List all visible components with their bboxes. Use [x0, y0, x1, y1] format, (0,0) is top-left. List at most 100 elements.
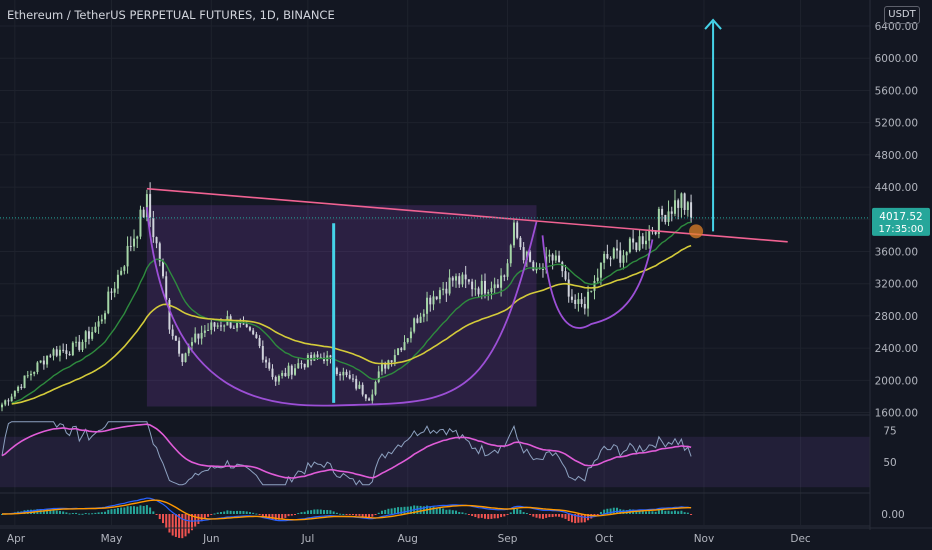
- macd-histogram-bar: [158, 514, 161, 520]
- macd-histogram-bar: [451, 510, 454, 514]
- macd-histogram-bar: [358, 514, 361, 516]
- macd-histogram-bar: [268, 514, 271, 519]
- rsi-signal-line: [1, 423, 692, 479]
- macd-histogram-bar: [174, 514, 177, 537]
- macd-histogram-bar: [104, 511, 107, 514]
- handle-curve: [541, 235, 654, 329]
- macd-histogram-bar: [71, 512, 74, 514]
- candle-body: [339, 374, 342, 376]
- candle-body: [306, 355, 309, 368]
- candle-body: [648, 230, 651, 241]
- macd-histogram-bar: [65, 512, 68, 514]
- candle-body: [23, 375, 26, 389]
- candle-body: [664, 214, 667, 222]
- macd-histogram-bar: [136, 506, 139, 514]
- candle-body: [619, 250, 622, 263]
- macd-histogram-bar: [393, 507, 396, 514]
- macd-histogram-bar: [564, 514, 567, 519]
- macd-histogram-bar: [535, 514, 538, 518]
- candle-body: [265, 359, 268, 363]
- macd-histogram-bar: [599, 511, 602, 514]
- candle-body: [500, 275, 503, 288]
- candle-body: [255, 334, 258, 339]
- macd-histogram-bar: [635, 510, 638, 514]
- macd-histogram-bar: [380, 510, 383, 514]
- candle-body: [577, 299, 580, 305]
- macd-histogram-bar: [403, 506, 406, 514]
- macd-histogram-bar: [310, 510, 313, 514]
- candle-body: [603, 253, 606, 263]
- macd-histogram-bar: [596, 514, 599, 515]
- macd-histogram-bar: [567, 514, 570, 522]
- macd-histogram-bar: [348, 514, 351, 515]
- macd-histogram-bar: [197, 514, 200, 524]
- candle-body: [248, 327, 251, 331]
- candle-body: [168, 299, 171, 330]
- grid-lines: [0, 0, 932, 527]
- macd-histogram-bar: [464, 513, 467, 515]
- macd-histogram-bar: [84, 513, 87, 515]
- candle-body: [4, 400, 7, 405]
- candle-body: [84, 331, 87, 342]
- candle-body: [458, 276, 461, 285]
- candle-body: [445, 288, 448, 294]
- macd-histogram-bar: [686, 512, 689, 514]
- candle-body: [661, 208, 664, 215]
- macd-histogram-bar: [236, 510, 239, 514]
- macd-histogram-bar: [342, 513, 345, 515]
- macd-histogram-bar: [471, 514, 474, 516]
- macd-histogram-bar: [81, 513, 84, 515]
- macd-histogram-bar: [670, 511, 673, 514]
- macd-histogram-bar: [255, 513, 258, 515]
- candle-body: [274, 376, 277, 382]
- macd-histogram-bar: [516, 508, 519, 514]
- macd-tick-label: 0.00: [881, 509, 904, 521]
- macd-histogram-bar: [190, 514, 193, 531]
- candle-body: [162, 261, 164, 277]
- candle-body: [451, 277, 454, 281]
- candle-body: [512, 222, 515, 246]
- candle-body: [10, 396, 13, 402]
- candle-body: [287, 365, 290, 377]
- macd-histogram-bar: [664, 510, 667, 514]
- macd-histogram-bar: [219, 511, 222, 514]
- macd-histogram-bar: [554, 514, 557, 517]
- candle-body: [26, 375, 29, 377]
- candle-body: [142, 209, 145, 218]
- macd-histogram-bar: [374, 514, 377, 515]
- candle-body: [13, 390, 16, 397]
- candle-body: [297, 363, 300, 369]
- macd-histogram-bar: [245, 511, 248, 514]
- macd-histogram-bar: [558, 514, 561, 517]
- price-tick-label: 4800.00: [875, 150, 918, 162]
- candle-body: [68, 353, 71, 356]
- candle-body: [75, 341, 78, 343]
- candle-body: [236, 322, 239, 328]
- candle-body: [316, 354, 319, 358]
- candle-body: [609, 258, 612, 260]
- candle-body: [97, 321, 100, 327]
- macd-histogram-bar: [232, 511, 235, 514]
- macd-histogram-bar: [487, 514, 490, 520]
- candle-body: [416, 318, 419, 323]
- currency-button[interactable]: USDT: [884, 6, 920, 24]
- macd-histogram-bar: [493, 514, 496, 519]
- candle-body: [522, 247, 525, 261]
- candle-body: [409, 331, 412, 339]
- macd-histogram-bar: [371, 514, 374, 517]
- price-tick-label: 5200.00: [875, 118, 918, 130]
- candle-body: [203, 330, 206, 333]
- candle-body: [645, 240, 647, 245]
- macd-histogram-bar: [545, 514, 548, 518]
- macd-histogram-bar: [110, 509, 113, 514]
- candle-body: [94, 326, 97, 333]
- price-axis[interactable]: 6400.00 6000.00 5600.00 5200.00 4800.00 4400.…: [0, 0, 930, 530]
- macd-histogram-bar: [654, 511, 657, 514]
- time-axis[interactable]: Apr May Jun Jul Aug Sep Oct Nov Dec: [0, 527, 932, 545]
- macd-histogram-bar: [577, 514, 580, 523]
- macd-histogram-bar: [368, 514, 371, 518]
- macd-histogram-bar: [303, 511, 306, 514]
- candle-body: [358, 384, 361, 389]
- moving-averages: [11, 221, 692, 405]
